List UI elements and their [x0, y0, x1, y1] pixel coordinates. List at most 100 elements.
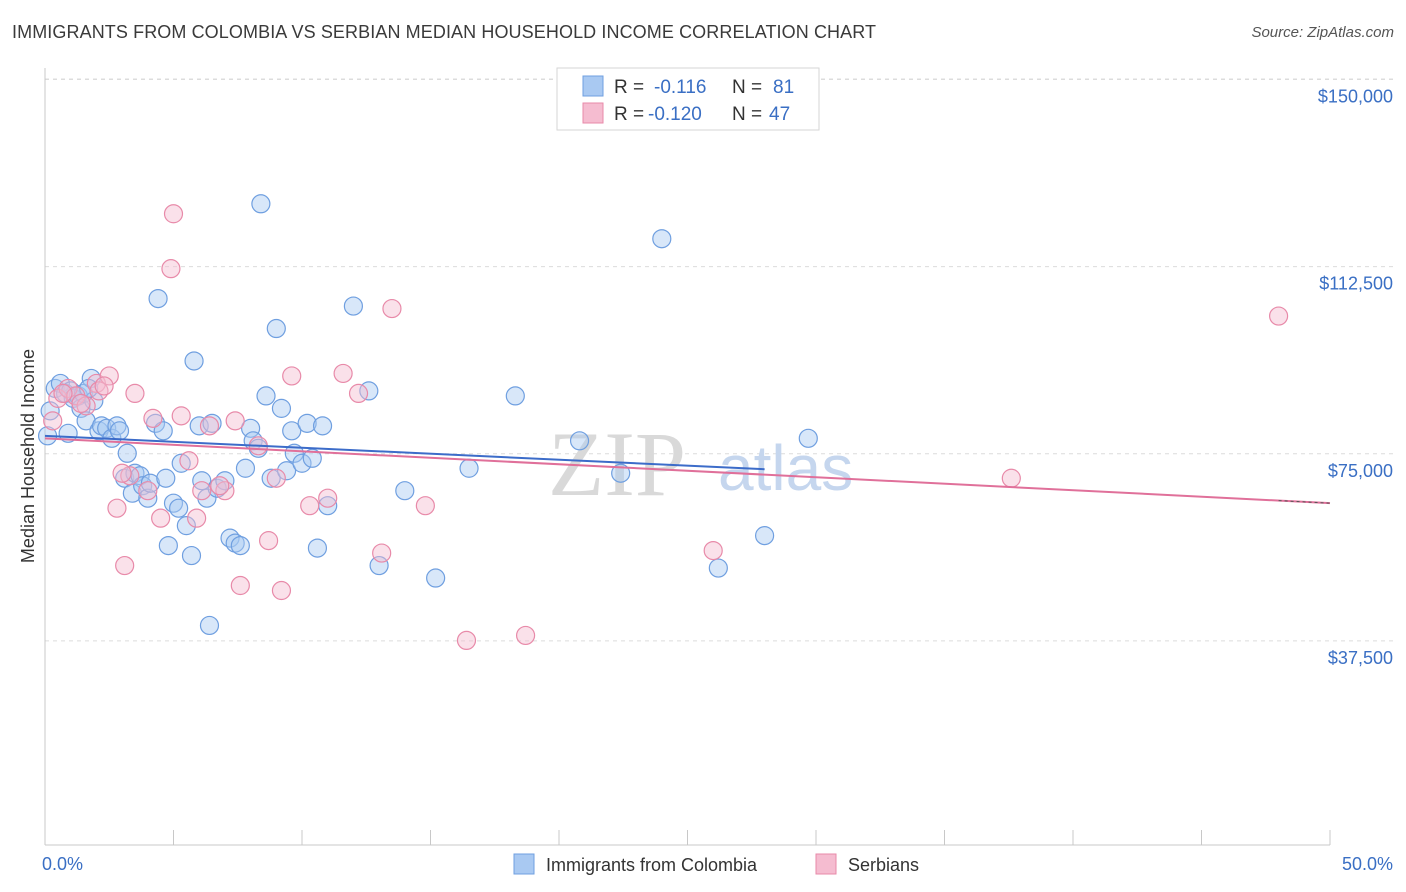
serbian-point: [372, 543, 392, 563]
serbian-point: [115, 555, 135, 576]
serbian-point: [192, 481, 212, 501]
serbian-point: [318, 488, 338, 508]
serbian-point: [1268, 306, 1289, 326]
serbian-point: [171, 406, 191, 426]
bottom-legend-swatch-serbians: [815, 853, 837, 875]
colombia-point: [708, 558, 728, 578]
x-tick-label: 50.0%: [1342, 854, 1393, 874]
serbian-point: [348, 383, 369, 404]
data-points: [37, 194, 1289, 651]
colombia-point: [241, 418, 261, 438]
serbian-point: [1001, 468, 1021, 488]
colombia-point: [297, 413, 317, 433]
serbian-point: [271, 580, 292, 601]
colombia-point: [271, 398, 292, 418]
trend-extension: [1278, 500, 1331, 504]
serbian-point: [53, 383, 73, 404]
serbian-point: [161, 259, 181, 279]
colombia-point: [312, 416, 333, 436]
legend-r-value: -0.120: [648, 104, 702, 125]
colombia-point: [505, 386, 525, 406]
legend-r-value: -0.116: [654, 77, 706, 98]
colombia-point: [145, 413, 166, 433]
y-axis-label: Median Household Income: [18, 349, 38, 563]
serbian-point: [99, 366, 119, 386]
bottom-legend-swatch-colombia: [513, 853, 535, 875]
source-label: Source: ZipAtlas.com: [1251, 24, 1394, 41]
colombia-point: [395, 481, 415, 501]
serbian-point: [151, 508, 171, 528]
serbian-point: [138, 481, 158, 501]
colombia-point: [282, 421, 302, 441]
legend-n-label: N =: [732, 77, 762, 98]
chart-title: IMMIGRANTS FROM COLOMBIA VS SERBIAN MEDI…: [12, 22, 877, 42]
colombia-trend-line: [44, 434, 765, 471]
legend-swatch-colombia: [582, 75, 604, 97]
colombia-point: [192, 471, 212, 491]
colombia-point: [76, 411, 96, 431]
colombia-point: [459, 458, 479, 478]
y-tick-label: $37,500: [1328, 648, 1393, 668]
serbian-point: [163, 204, 184, 224]
serbian-point: [112, 463, 132, 483]
colombia-point: [158, 535, 178, 556]
serbian-point: [515, 625, 536, 646]
bottom-legend: Immigrants from Colombia Serbians: [513, 853, 919, 875]
x-tick-label: 0.0%: [42, 854, 83, 874]
y-tick-labels: $37,500 $75,000 $112,500 $150,000: [1318, 87, 1393, 668]
watermark: ZIP atlas: [548, 413, 853, 515]
colombia-point: [171, 453, 191, 473]
legend-n-value: 81: [773, 77, 794, 98]
colombia-point: [140, 473, 160, 493]
serbian-point: [120, 466, 140, 486]
colombia-point: [256, 386, 276, 406]
colombia-point: [109, 421, 130, 441]
bottom-legend-label-serbians: Serbians: [848, 855, 919, 875]
colombia-point: [261, 468, 281, 488]
colombia-point: [569, 431, 590, 451]
serbian-point: [703, 540, 723, 561]
serbian-point: [107, 498, 127, 518]
colombia-point: [369, 555, 389, 576]
x-tick-labels: 0.0% 50.0%: [42, 854, 1393, 874]
bottom-legend-label-colombia: Immigrants from Colombia: [546, 855, 758, 875]
top-legend: R = -0.116 N = 81 R = -0.120 N = 47: [556, 67, 820, 131]
serbian-point: [43, 411, 63, 431]
colombia-point: [230, 535, 250, 556]
serbian-point: [94, 376, 114, 396]
colombia-point: [225, 533, 245, 553]
colombia-point: [611, 463, 631, 483]
serbian-point: [199, 416, 220, 436]
serbian-trend-line: [44, 437, 1331, 505]
colombia-point: [266, 318, 286, 339]
serbian-point: [415, 496, 435, 516]
colombia-point: [156, 468, 176, 488]
serbian-point: [300, 496, 320, 516]
y-tick-label: $150,000: [1318, 87, 1393, 107]
serbian-point: [333, 363, 353, 384]
serbian-point: [282, 366, 302, 386]
colombia-point: [181, 545, 202, 566]
colombia-point: [302, 448, 322, 468]
serbian-point: [125, 383, 145, 404]
trend-lines: [44, 434, 1331, 505]
serbian-point: [456, 630, 477, 651]
serbian-point: [258, 531, 279, 551]
legend-r-label: R =: [614, 104, 644, 125]
serbian-point: [143, 408, 163, 428]
serbian-point: [266, 468, 286, 488]
colombia-point: [235, 458, 256, 478]
colombia-point: [107, 416, 127, 436]
colombia-point: [798, 428, 818, 448]
serbian-point: [230, 575, 250, 596]
serbian-point: [210, 476, 230, 496]
colombia-point: [292, 453, 312, 473]
colombia-point: [176, 516, 196, 536]
legend-swatch-serbians: [582, 102, 604, 124]
colombia-point: [276, 461, 297, 481]
colombia-point: [148, 288, 168, 309]
colombia-point: [138, 488, 158, 508]
colombia-point: [343, 296, 363, 316]
colombia-point: [652, 229, 672, 249]
